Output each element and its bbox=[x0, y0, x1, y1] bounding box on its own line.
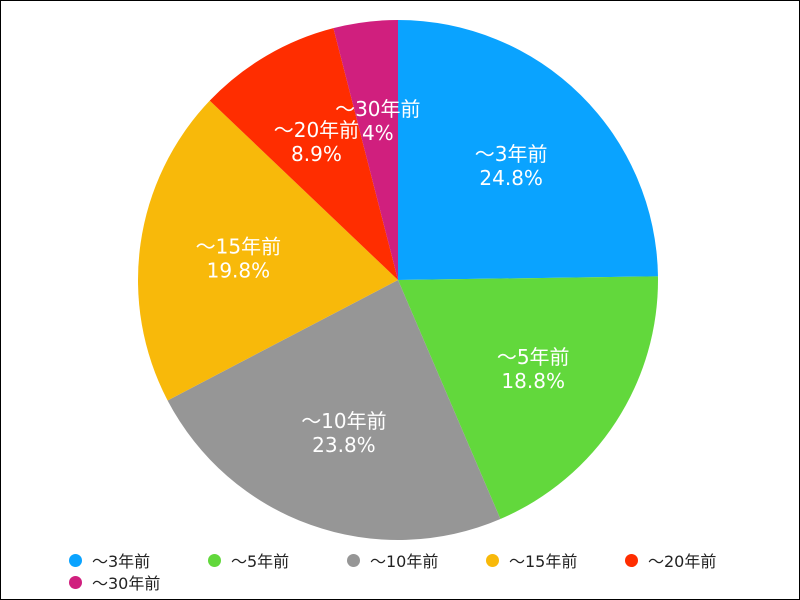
legend-item: ～20年前 bbox=[625, 548, 764, 572]
slice-value-label: 8.9% bbox=[291, 142, 342, 166]
slice-value-label: 19.8% bbox=[207, 259, 271, 283]
pie-slice bbox=[209, 28, 398, 281]
slice-category-label: ～30年前 bbox=[335, 97, 420, 121]
pie-slice bbox=[167, 280, 501, 540]
legend-label: ～20年前 bbox=[648, 552, 717, 571]
slice-value-label: 4% bbox=[362, 121, 394, 145]
legend-swatch bbox=[208, 553, 221, 567]
legend-label: ～3年前 bbox=[92, 552, 151, 571]
legend-label: ～10年前 bbox=[370, 552, 439, 571]
legend-swatch bbox=[69, 575, 82, 589]
legend-swatch bbox=[69, 553, 82, 567]
slice-value-label: 23.8% bbox=[312, 433, 376, 457]
legend-label: ～15年前 bbox=[509, 552, 578, 571]
legend-item: ～30年前 bbox=[69, 570, 208, 594]
legend-swatch bbox=[486, 553, 499, 567]
chart-legend: ～3年前 ～5年前 ～10年前 ～15年前 ～20年前 ～30年前 bbox=[69, 549, 769, 593]
slice-value-label: 18.8% bbox=[501, 369, 565, 393]
pie-slice bbox=[333, 20, 398, 280]
legend-label: ～5年前 bbox=[231, 552, 290, 571]
slice-value-label: 24.8% bbox=[479, 166, 543, 190]
pie-slice bbox=[138, 100, 398, 401]
pie-slices bbox=[138, 20, 658, 540]
legend-item: ～15年前 bbox=[486, 548, 625, 572]
slice-category-label: ～10年前 bbox=[301, 409, 386, 433]
legend-item: ～5年前 bbox=[208, 548, 347, 572]
legend-item: ～3年前 bbox=[69, 548, 208, 572]
legend-row: ～3年前 ～5年前 ～10年前 ～15年前 ～20年前 bbox=[69, 549, 769, 571]
legend-swatch bbox=[625, 553, 638, 567]
legend-swatch bbox=[347, 553, 360, 567]
slice-category-label: ～20年前 bbox=[274, 118, 359, 142]
legend-row: ～30年前 bbox=[69, 571, 769, 593]
legend-item: ～10年前 bbox=[347, 548, 486, 572]
slice-category-label: ～15年前 bbox=[196, 235, 281, 259]
slice-category-label: ～5年前 bbox=[497, 345, 570, 369]
legend-label: ～30年前 bbox=[92, 574, 161, 593]
slice-category-label: ～3年前 bbox=[475, 142, 548, 166]
pie-slice bbox=[398, 20, 658, 280]
pie-slice bbox=[398, 276, 658, 519]
